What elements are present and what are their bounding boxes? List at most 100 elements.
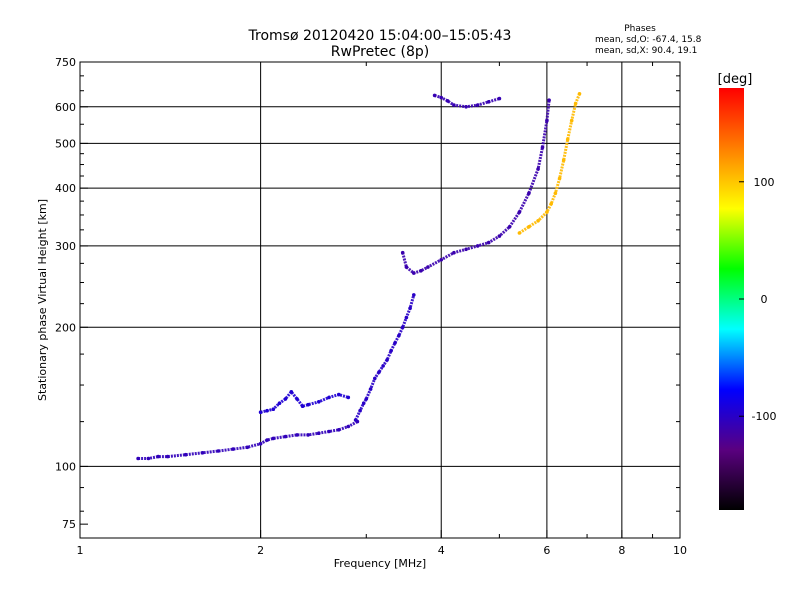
data-point <box>497 96 502 101</box>
data-point <box>573 101 578 106</box>
data-points <box>136 92 582 461</box>
data-point <box>361 401 366 406</box>
data-point <box>289 390 294 394</box>
data-point <box>389 348 393 353</box>
data-point <box>283 434 288 439</box>
data-point <box>527 191 531 195</box>
y-tick-label: 75 <box>62 518 76 531</box>
data-point <box>486 240 491 245</box>
stats-x-mode: mean, sd,X: 90.4, 19.1 <box>595 46 697 56</box>
x-tick-label: 6 <box>543 544 550 557</box>
chart-subtitle: RwPretec (8p) <box>331 44 429 60</box>
series-f2-x-mode <box>517 92 582 235</box>
data-point <box>183 452 188 457</box>
y-tick-label: 200 <box>55 321 76 334</box>
data-point <box>373 376 377 381</box>
data-point <box>165 454 170 459</box>
series-trace <box>354 294 416 421</box>
data-point <box>419 269 423 273</box>
data-point <box>404 315 409 320</box>
data-point <box>426 265 430 269</box>
data-point <box>397 333 401 338</box>
data-point <box>306 402 310 407</box>
data-point <box>258 410 263 415</box>
data-point <box>271 436 276 441</box>
colorbar-tick-label: -100 <box>752 410 777 423</box>
y-tick-label: 400 <box>55 182 76 195</box>
data-point <box>353 418 358 422</box>
grid <box>80 62 680 538</box>
series-es-cusp <box>353 293 416 422</box>
stats-heading: Phases <box>624 24 656 34</box>
stats-o-mode: mean, sd,O: -67.4, 15.8 <box>595 35 702 45</box>
x-tick-label: 8 <box>618 544 625 557</box>
data-point <box>346 395 351 400</box>
x-tick-label: 10 <box>673 544 687 557</box>
data-point <box>412 293 416 297</box>
series-trace <box>401 100 551 275</box>
data-point <box>393 341 397 345</box>
data-point <box>475 244 480 248</box>
axis-ticks: 1 2 4 6 8 10 75 100 200 300 400 500 600 750 <box>55 56 687 557</box>
data-point <box>327 395 331 400</box>
data-point <box>300 404 305 409</box>
data-point <box>439 258 444 262</box>
data-point <box>545 210 549 214</box>
data-point <box>337 428 341 432</box>
data-point <box>553 191 558 195</box>
data-point <box>364 397 369 401</box>
data-point <box>346 424 351 429</box>
data-point <box>377 370 381 374</box>
series-e-layer <box>136 419 360 461</box>
data-point <box>231 447 235 451</box>
data-point <box>439 95 444 100</box>
x-tick-label: 4 <box>438 544 445 557</box>
x-tick-label: 2 <box>257 544 264 557</box>
colorbar: 100 0 -100 <box>719 88 776 510</box>
y-tick-label: 600 <box>55 101 76 114</box>
data-point <box>283 397 288 401</box>
data-point <box>385 358 389 362</box>
data-point <box>404 265 409 269</box>
y-tick-label: 100 <box>55 460 76 473</box>
data-point <box>517 210 522 214</box>
data-point <box>527 225 531 229</box>
data-point <box>136 456 140 461</box>
y-tick-label: 300 <box>55 240 76 253</box>
series-f2-o-mode-upper <box>432 93 502 109</box>
data-point <box>464 247 468 252</box>
data-point <box>156 454 160 459</box>
data-point <box>408 306 412 311</box>
data-point <box>271 407 276 412</box>
data-point <box>327 429 331 434</box>
data-point <box>486 100 491 104</box>
x-axis-label: Frequency [MHz] <box>334 557 426 570</box>
data-point <box>400 250 405 255</box>
data-point <box>216 449 221 453</box>
data-point <box>358 408 362 413</box>
data-point <box>452 250 456 255</box>
data-point <box>557 176 562 181</box>
data-point <box>517 231 522 235</box>
data-point <box>368 387 373 391</box>
x-tick-label: 1 <box>77 544 84 557</box>
colorbar-label: [deg] <box>718 72 753 87</box>
data-point <box>258 441 263 446</box>
data-point <box>475 103 480 107</box>
series-e-layer-upper-branch <box>258 389 351 415</box>
chart-title: Tromsø 20120420 15:04:00–15:05:43 <box>248 28 512 44</box>
data-point <box>507 225 512 229</box>
data-point <box>146 456 151 461</box>
data-point <box>317 400 321 404</box>
y-tick-label: 500 <box>55 137 76 150</box>
data-point <box>381 364 385 368</box>
data-point <box>547 98 551 102</box>
data-point <box>412 271 416 275</box>
data-point <box>200 451 205 455</box>
data-point <box>536 167 540 171</box>
data-point <box>245 445 250 450</box>
data-point <box>400 325 405 330</box>
data-point <box>464 105 468 109</box>
data-point <box>452 103 456 107</box>
